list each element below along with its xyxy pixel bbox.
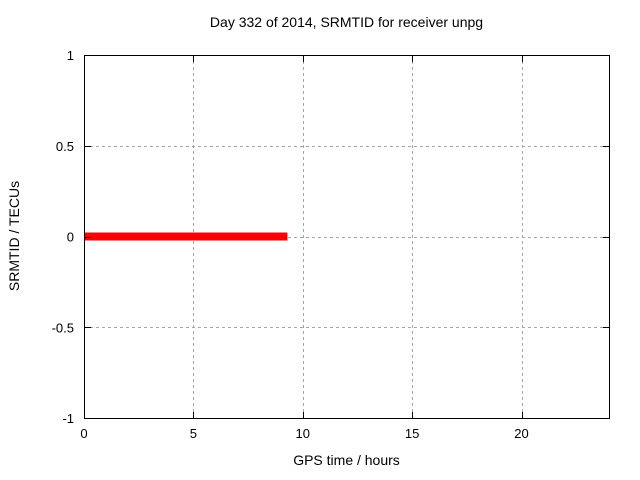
x-tick-label: 10	[296, 426, 310, 441]
y-tick-label: 0.5	[56, 139, 74, 154]
chart-title: Day 332 of 2014, SRMTID for receiver unp…	[209, 14, 484, 30]
x-tick-label: 0	[80, 426, 87, 441]
x-tick-label: 20	[514, 426, 528, 441]
y-tick-label: -1	[62, 411, 74, 426]
x-axis-title: GPS time / hours	[293, 452, 400, 468]
y-tick-label: 0	[67, 230, 74, 245]
plot-border	[84, 55, 610, 419]
y-tick-label: 1	[67, 48, 74, 63]
x-tick-label: 5	[190, 426, 197, 441]
y-tick-label: -0.5	[52, 320, 74, 335]
x-tick-label: 15	[405, 426, 419, 441]
